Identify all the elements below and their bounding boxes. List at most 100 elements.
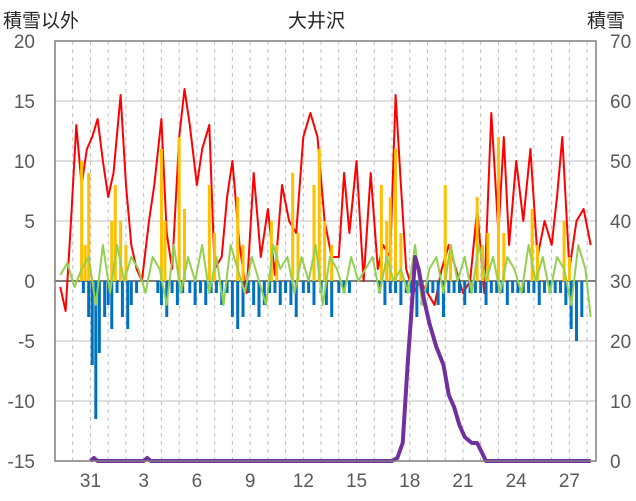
blue-bar <box>236 281 240 329</box>
blue-bar <box>175 281 179 305</box>
right-tick-label: 40 <box>610 212 631 233</box>
blue-bar <box>278 281 282 305</box>
blue-bar <box>90 281 94 365</box>
blue-bar <box>307 281 311 293</box>
blue-bar <box>347 281 351 293</box>
blue-bar <box>126 281 130 329</box>
blue-bar <box>441 281 445 317</box>
orange-bar <box>323 221 327 281</box>
blue-bar <box>415 281 419 317</box>
x-tick-label: 9 <box>245 471 256 492</box>
orange-bar <box>317 149 321 281</box>
right-tick-label: 0 <box>610 452 621 473</box>
blue-bar <box>289 281 293 305</box>
orange-bar <box>275 245 279 281</box>
blue-bar <box>87 281 91 317</box>
blue-bar <box>330 281 334 317</box>
blue-bar <box>399 281 403 305</box>
blue-bar <box>120 281 124 317</box>
left-tick-label: -15 <box>8 452 35 473</box>
blue-bar <box>388 281 392 293</box>
blue-bar <box>204 281 208 305</box>
orange-bar <box>213 233 217 281</box>
orange-bar <box>496 137 500 281</box>
orange-bar <box>291 173 295 281</box>
left-axis-label: 積雪以外 <box>3 10 80 32</box>
orange-bar <box>296 233 300 281</box>
right-axis-label: 積雪 <box>587 10 626 32</box>
blue-bar <box>495 281 499 293</box>
orange-bar <box>124 245 128 281</box>
blue-bar <box>268 281 272 293</box>
orange-bar <box>443 185 447 281</box>
orange-bar <box>269 221 273 281</box>
blue-bar <box>230 281 234 317</box>
left-tick-label: 5 <box>24 212 35 233</box>
blue-bar <box>342 281 346 293</box>
orange-bar <box>163 221 167 281</box>
orange-bar <box>207 185 211 281</box>
right-tick-label: 30 <box>610 272 631 293</box>
green-series-line <box>59 244 592 318</box>
blue-bar <box>170 281 174 293</box>
blue-bar <box>110 281 114 329</box>
blue-bar <box>97 281 101 353</box>
blue-bar <box>106 281 110 305</box>
blue-bar <box>135 281 139 293</box>
blue-bar <box>273 281 277 293</box>
right-tick-label: 20 <box>610 332 631 353</box>
series-layer <box>59 88 592 463</box>
x-tick-label: 27 <box>559 471 580 492</box>
blue-bar <box>257 281 261 317</box>
blue-bar <box>532 281 536 293</box>
blue-bar <box>324 281 328 305</box>
blue-bar <box>294 281 298 317</box>
blue-bar <box>214 281 218 293</box>
blue-bar <box>425 281 429 293</box>
blue-bar <box>115 281 119 293</box>
right-tick-label: 10 <box>610 392 631 413</box>
blue-bar <box>447 281 451 293</box>
blue-bar <box>543 281 547 293</box>
left-tick-label: -5 <box>18 332 35 353</box>
blue-bar <box>479 281 483 293</box>
orange-bar <box>80 161 84 281</box>
orange-bar <box>110 221 114 281</box>
left-tick-label: 20 <box>14 32 35 53</box>
blue-bar <box>484 281 488 305</box>
blue-bar <box>129 281 133 305</box>
orange-bar <box>567 257 571 281</box>
right-tick-label: 50 <box>610 152 631 173</box>
blue-bar <box>383 281 387 305</box>
blue-bar <box>516 281 520 293</box>
orange-bar <box>159 149 163 281</box>
orange-bar <box>394 149 398 281</box>
blue-bar <box>553 281 557 293</box>
orange-bar <box>241 245 245 281</box>
blue-bar <box>378 281 382 293</box>
orange-bar <box>562 221 566 281</box>
blue-bar <box>188 281 192 293</box>
blue-bar <box>284 281 288 293</box>
orange-bar <box>502 233 506 281</box>
x-tick-label: 6 <box>192 471 203 492</box>
x-tick-label: 15 <box>346 471 367 492</box>
orange-bar <box>475 197 479 281</box>
blue-bar <box>193 281 197 305</box>
blue-bar <box>241 281 245 317</box>
blue-bar <box>580 281 584 317</box>
blue-bar <box>452 281 456 293</box>
blue-bar <box>246 281 250 293</box>
orange-bar <box>530 209 534 281</box>
orange-bar <box>236 197 240 281</box>
orange-bar <box>330 245 334 281</box>
blue-bar <box>436 281 440 305</box>
blue-bar <box>337 281 341 293</box>
right-tick-label: 70 <box>610 32 631 53</box>
blue-bar <box>301 281 305 293</box>
blue-bar <box>156 281 160 293</box>
x-tick-label: 24 <box>506 471 528 492</box>
